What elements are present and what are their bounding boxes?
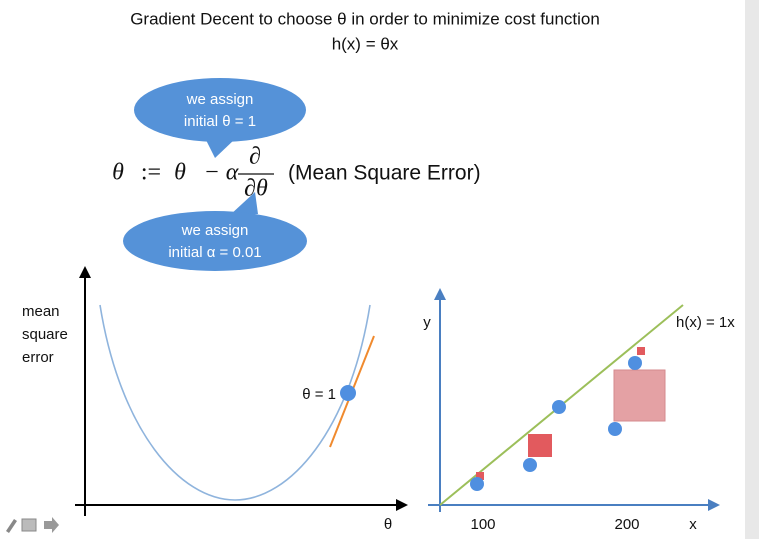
formula-part: − α — [204, 160, 239, 186]
side-strip — [745, 0, 759, 539]
bubble-2: we assign initial α = 0.01 — [123, 192, 307, 271]
data-point — [552, 400, 566, 414]
point — [340, 385, 356, 401]
formula-part: ∂ — [249, 144, 261, 170]
bubble-1: we assign initial θ = 1 — [134, 78, 306, 158]
error-square — [613, 369, 666, 422]
data-point — [608, 422, 622, 436]
data-point — [523, 458, 537, 472]
bubble-text: we assign — [186, 91, 254, 108]
formula-part: := — [141, 160, 161, 186]
cost-curve — [99, 304, 371, 501]
formula: θ := θ − α ∂ ∂θ (Mean Square Error) — [112, 144, 480, 202]
y-label: y — [423, 314, 431, 331]
formula-part: ∂θ — [244, 176, 268, 202]
error-square — [637, 347, 645, 355]
bubble-text: we assign — [181, 222, 249, 239]
left-plot: θ = 1 mean square error θ — [22, 266, 408, 533]
bubble-text: initial α = 0.01 — [168, 244, 261, 261]
error-square — [476, 472, 484, 480]
data-point — [628, 356, 642, 370]
formula-part: θ — [174, 160, 186, 186]
formula-part: θ — [112, 160, 124, 186]
y-label: square — [22, 326, 68, 343]
x-label: x — [689, 516, 697, 533]
formula-text: (Mean Square Error) — [288, 162, 481, 185]
x-label: θ — [384, 516, 392, 533]
x-tick-label: 100 — [470, 516, 495, 533]
y-label: error — [22, 349, 54, 366]
right-plot: y h(x) = 1x 100 200 x — [423, 288, 735, 533]
toolbar[interactable] — [6, 517, 59, 533]
error-square — [528, 434, 552, 457]
bubble-text: initial θ = 1 — [184, 113, 256, 130]
point-label: θ = 1 — [302, 386, 336, 403]
title: Gradient Decent to choose θ in order to … — [130, 9, 600, 28]
data-point — [470, 477, 484, 491]
y-label: mean — [22, 303, 60, 320]
x-tick-label: 200 — [614, 516, 639, 533]
subtitle: h(x) = θx — [332, 34, 399, 53]
line-label: h(x) = 1x — [676, 314, 735, 331]
